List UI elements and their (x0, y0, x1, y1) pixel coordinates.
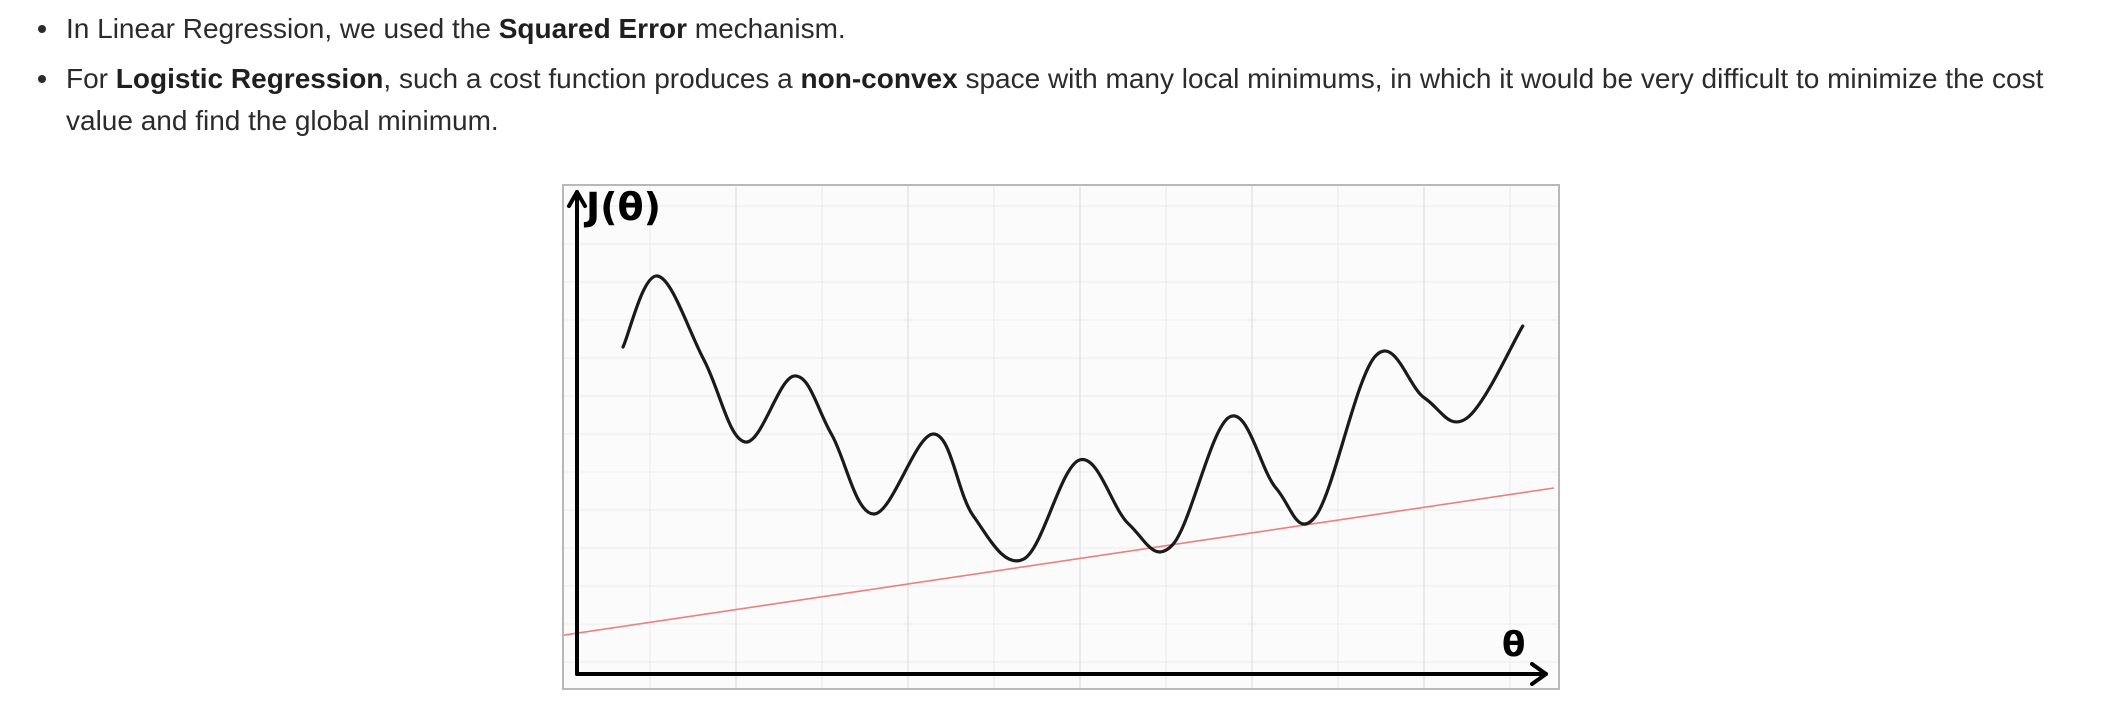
y-axis-label: J(θ) (583, 186, 661, 229)
cost-function-sketch: J(θ) θ (564, 186, 1558, 688)
x-axis-label: θ (1502, 625, 1525, 665)
bullet-linear-regression: In Linear Regression, we used the Square… (38, 8, 2116, 50)
bullet-logistic-regression: For Logistic Regression, such a cost fun… (38, 58, 2116, 142)
non-convex-cost-figure: J(θ) θ (562, 184, 1560, 690)
bullet-bold-text: Squared Error (498, 13, 687, 44)
bullet-list: In Linear Regression, we used the Square… (0, 8, 2116, 150)
bullet-bold-text: Logistic Regression (115, 63, 384, 94)
bullet-text: , such a cost function produces a (383, 63, 801, 94)
y-axis-arrowhead (567, 190, 587, 208)
bullet-text: For (66, 63, 116, 94)
bullet-text: space with many local minimums, in which… (66, 63, 2044, 136)
linear-trend-line (564, 487, 1555, 636)
x-axis-arrowhead (1530, 662, 1548, 686)
bullet-bold-text: non-convex (800, 63, 958, 94)
non-convex-cost-curve (623, 276, 1523, 561)
axes (567, 190, 1548, 686)
bullet-text: In Linear Regression, we used the (66, 13, 499, 44)
bullet-text: mechanism. (686, 13, 846, 44)
